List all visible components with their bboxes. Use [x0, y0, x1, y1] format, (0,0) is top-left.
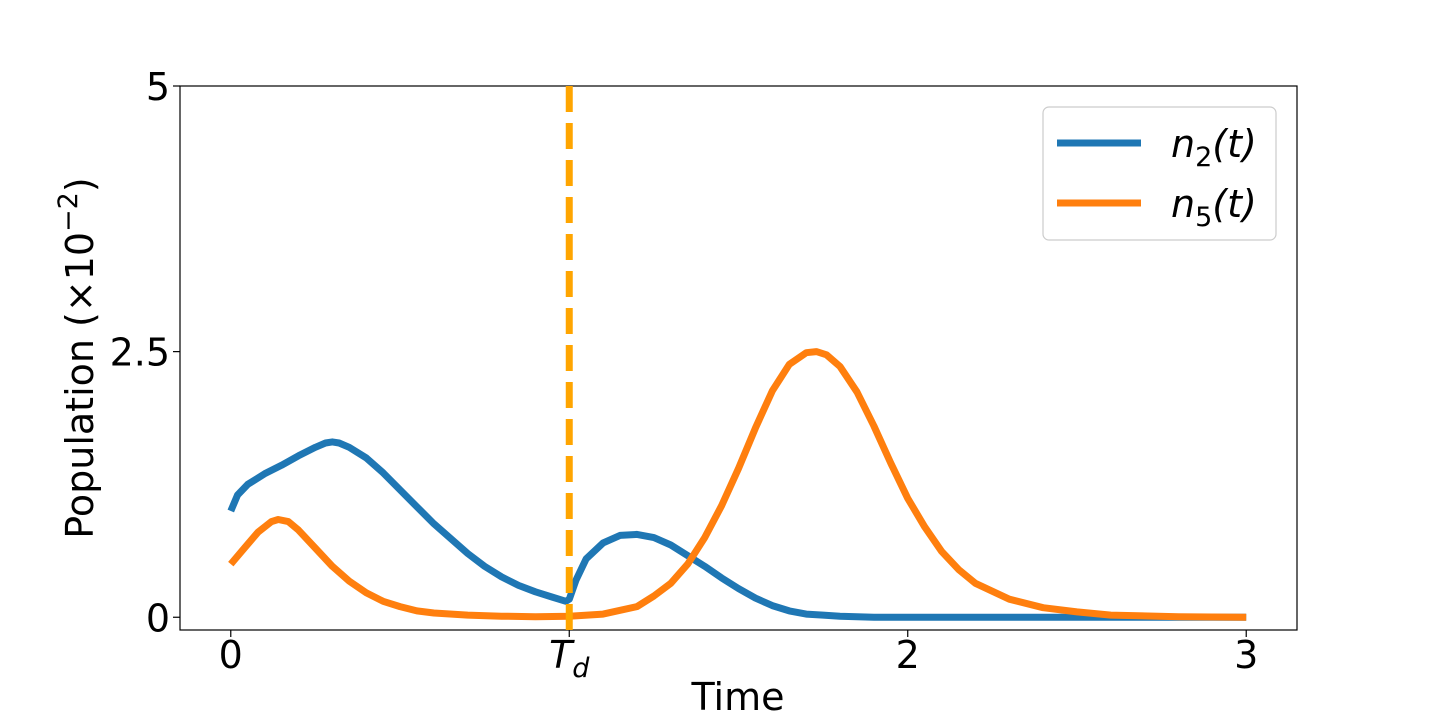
legend-label-n2-base: n: [1171, 122, 1195, 166]
legend-label-n5-tail: (t): [1212, 182, 1257, 226]
series-layer: [227, 348, 1247, 621]
x-axis-label: Time: [691, 675, 785, 719]
x-tick-label: Td: [549, 633, 590, 684]
x-tick-label: 2: [896, 633, 920, 677]
legend-label-n2-tail: (t): [1212, 122, 1257, 166]
x-tick-label: 0: [219, 633, 243, 677]
y-axis-label-exponent: −2: [53, 192, 84, 232]
series-line-n5: [228, 348, 1247, 621]
legend-label-n5: n5(t): [1171, 182, 1257, 233]
legend: n2(t) n5(t): [1042, 106, 1277, 241]
y-axis-label: Population (×10−2): [53, 177, 102, 538]
y-tick-label: 5: [146, 65, 170, 109]
y-axis-label-close: ): [58, 177, 102, 192]
y-axis-label-main: Population (×10: [58, 232, 102, 539]
series-line-n2: [227, 438, 1247, 621]
ticks-layer: 0 Td 2 3 0 2.5 5: [110, 65, 1259, 684]
legend-label-n2-sub: 2: [1195, 142, 1212, 173]
y-tick-label: 0: [146, 596, 170, 640]
legend-label-n5-base: n: [1171, 182, 1195, 226]
legend-label-n5-sub: 5: [1195, 202, 1212, 233]
x-tick-label: 3: [1234, 633, 1258, 677]
legend-label-n2: n2(t): [1171, 122, 1257, 173]
y-tick-label: 2.5: [110, 331, 170, 375]
